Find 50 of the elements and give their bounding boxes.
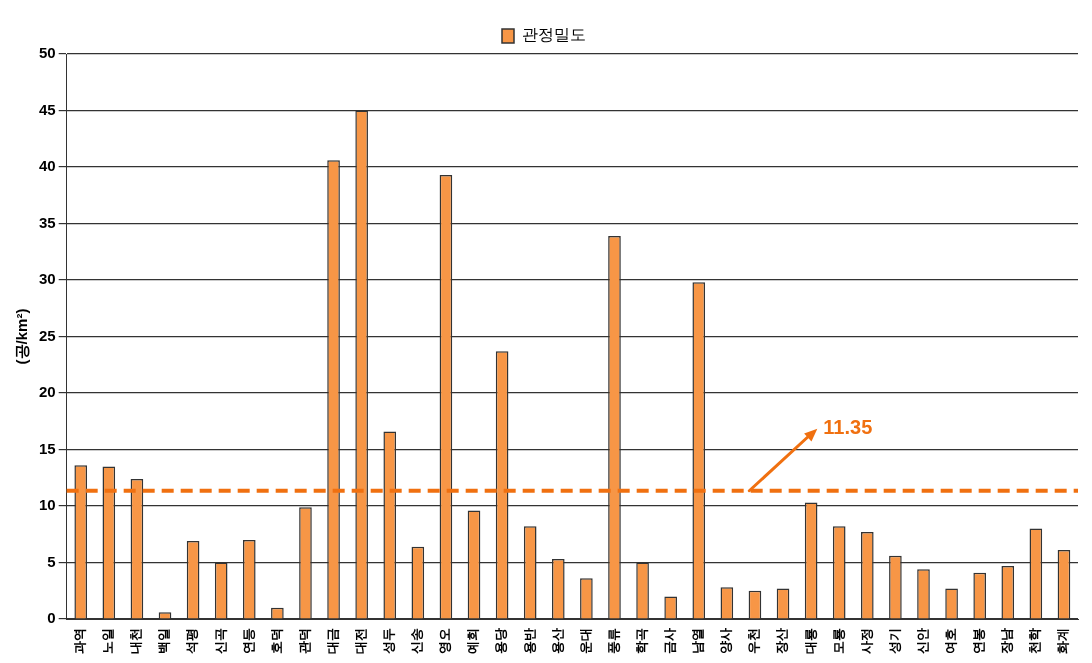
x-tick-label: 풍류 bbox=[605, 628, 621, 654]
y-tick-label: 25 bbox=[39, 326, 56, 344]
x-tick-label: 남열 bbox=[690, 628, 706, 654]
y-tick-label: 0 bbox=[47, 609, 56, 627]
x-tick-label: 관덕 bbox=[296, 628, 312, 654]
y-tick-label: 30 bbox=[39, 270, 56, 288]
x-tick-label: 성두 bbox=[381, 628, 397, 654]
legend-label: 관정밀도 bbox=[522, 25, 586, 45]
x-tick-label: 여호 bbox=[942, 628, 958, 654]
x-tick-label: 노일 bbox=[100, 628, 116, 654]
y-tick-label: 10 bbox=[39, 496, 56, 514]
x-tick-label: 신안 bbox=[914, 628, 930, 654]
x-tick-label: 천학 bbox=[1027, 628, 1043, 654]
x-tick-label: 대금 bbox=[324, 628, 340, 654]
y-tick-label: 5 bbox=[47, 552, 56, 570]
x-tick-label: 운대 bbox=[577, 628, 593, 654]
x-tick-label: 대룡 bbox=[802, 628, 818, 654]
x-tick-label: 석평 bbox=[184, 628, 200, 654]
x-tick-label: 학곡 bbox=[633, 628, 649, 654]
y-tick-label: 50 bbox=[39, 44, 56, 62]
x-tick-label: 대전 bbox=[353, 628, 369, 654]
x-tick-label: 연등 bbox=[240, 628, 256, 654]
x-tick-label: 화계 bbox=[1055, 628, 1071, 654]
y-tick-label: 35 bbox=[39, 213, 56, 231]
x-tick-label: 성기 bbox=[886, 628, 902, 654]
x-tick-label: 양사 bbox=[718, 628, 734, 654]
x-tick-label: 장남 bbox=[999, 628, 1015, 654]
x-tick-label: 사정 bbox=[858, 628, 874, 654]
x-tick-label: 영오 bbox=[437, 628, 453, 654]
x-tick-label: 연봉 bbox=[971, 628, 987, 654]
y-tick-label: 45 bbox=[39, 100, 56, 118]
x-tick-label: 신곡 bbox=[212, 628, 228, 654]
x-tick-label: 모룡 bbox=[830, 628, 846, 654]
x-tick-label: 신송 bbox=[409, 628, 425, 654]
legend-label: 11.35 bbox=[823, 416, 873, 439]
x-tick-label: 금사 bbox=[662, 628, 678, 654]
x-tick-label: 용반 bbox=[521, 628, 537, 654]
x-tick-label: 용당 bbox=[493, 628, 509, 654]
x-tick-label: 장산 bbox=[774, 628, 790, 654]
x-tick-label: 내천 bbox=[128, 628, 144, 654]
x-tick-label: 호덕 bbox=[268, 628, 284, 654]
y-tick-label: 40 bbox=[39, 157, 56, 175]
y-axis-title: (공/km²) bbox=[13, 308, 31, 365]
y-tick-label: 15 bbox=[39, 439, 56, 457]
x-tick-label: 과역 bbox=[72, 628, 88, 654]
y-tick-label: 20 bbox=[39, 383, 56, 401]
x-tick-label: 우천 bbox=[746, 628, 762, 654]
x-tick-label: 예회 bbox=[465, 628, 481, 654]
x-tick-label: 용산 bbox=[549, 628, 565, 654]
x-tick-label: 백일 bbox=[156, 628, 172, 654]
